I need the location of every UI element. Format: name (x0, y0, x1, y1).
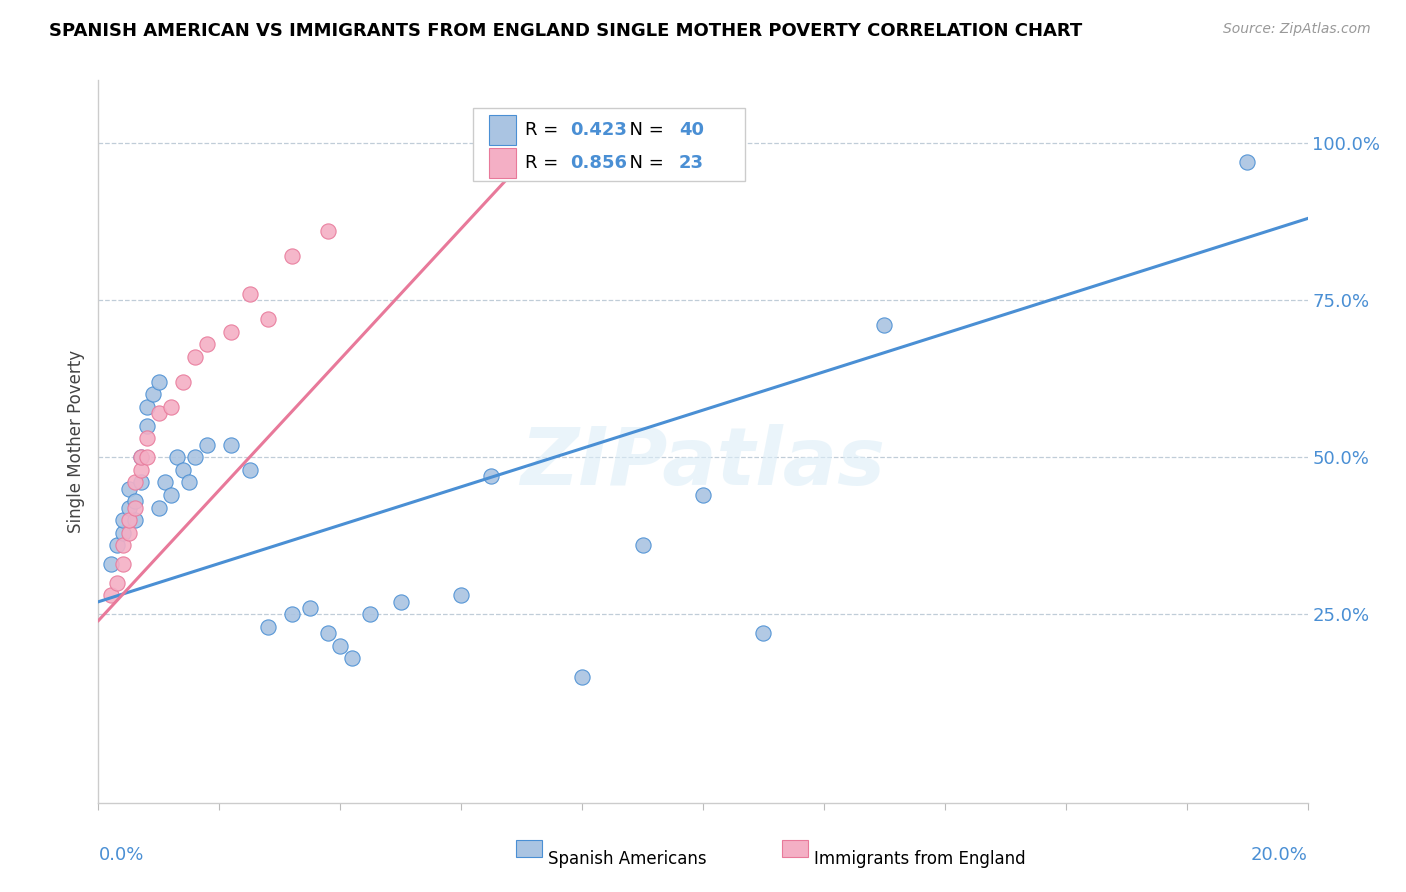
Point (172, 463, 194, 477)
Point (135, 450, 157, 465)
Text: 0.856: 0.856 (569, 154, 627, 172)
Text: R =: R = (526, 121, 564, 139)
Point (148, 500, 170, 515)
Point (160, 488, 183, 502)
Point (281, 249, 304, 263)
Point (481, 469, 503, 483)
Point (111, 557, 134, 571)
Point (111, 513, 134, 527)
Point (1236, 155, 1258, 169)
Point (160, 400, 183, 414)
Point (124, 475, 146, 490)
Point (389, 595, 412, 609)
Point (124, 500, 146, 515)
Point (100, 557, 122, 571)
Point (184, 350, 207, 364)
Point (129, 450, 152, 465)
Point (148, 375, 170, 389)
Text: Immigrants from England: Immigrants from England (814, 850, 1026, 868)
Point (105, 575, 128, 590)
Point (118, 513, 141, 527)
Y-axis label: Single Mother Poverty: Single Mother Poverty (66, 350, 84, 533)
Point (450, 589, 472, 603)
Point (256, 620, 278, 634)
Point (481, 149, 503, 163)
Point (135, 431, 157, 445)
Text: ZIPatlas: ZIPatlas (520, 425, 886, 502)
Bar (489, 148, 516, 178)
Point (111, 525, 134, 540)
Point (316, 224, 339, 238)
Point (172, 375, 194, 389)
Point (135, 400, 157, 414)
Text: 0.423: 0.423 (569, 121, 627, 139)
Point (148, 406, 170, 420)
Point (239, 463, 262, 477)
Point (342, 651, 364, 665)
Point (129, 475, 152, 490)
Point (124, 513, 146, 527)
Point (166, 450, 188, 465)
Text: 23: 23 (679, 154, 704, 172)
Text: 20.0%: 20.0% (1251, 847, 1308, 864)
Point (153, 475, 176, 490)
Point (100, 589, 122, 603)
Point (129, 450, 152, 465)
Text: 0.0%: 0.0% (98, 847, 143, 864)
Point (281, 607, 304, 622)
Point (571, 670, 593, 684)
Point (184, 450, 207, 465)
Point (873, 318, 896, 333)
Point (692, 488, 714, 502)
Point (316, 626, 339, 640)
Point (239, 286, 262, 301)
Point (195, 337, 218, 351)
Point (135, 418, 157, 433)
Point (221, 438, 243, 452)
Point (221, 325, 243, 339)
Point (329, 639, 352, 653)
Point (256, 312, 278, 326)
Point (118, 482, 141, 496)
Point (105, 538, 128, 552)
Bar (489, 115, 516, 145)
Point (631, 538, 654, 552)
Bar (782, 839, 808, 857)
Point (299, 601, 322, 615)
Text: 40: 40 (679, 121, 704, 139)
Point (752, 626, 775, 640)
Text: SPANISH AMERICAN VS IMMIGRANTS FROM ENGLAND SINGLE MOTHER POVERTY CORRELATION CH: SPANISH AMERICAN VS IMMIGRANTS FROM ENGL… (49, 22, 1083, 40)
Text: N =: N = (619, 121, 669, 139)
Point (118, 525, 141, 540)
Text: Source: ZipAtlas.com: Source: ZipAtlas.com (1223, 22, 1371, 37)
FancyBboxPatch shape (474, 108, 745, 181)
Point (129, 463, 152, 477)
Text: Spanish Americans: Spanish Americans (548, 850, 707, 868)
Text: R =: R = (526, 154, 564, 172)
Point (195, 438, 218, 452)
Bar (516, 839, 543, 857)
Point (124, 494, 146, 508)
Point (111, 538, 134, 552)
Text: N =: N = (619, 154, 669, 172)
Point (179, 475, 201, 490)
Point (118, 500, 141, 515)
Point (142, 387, 165, 401)
Point (360, 607, 382, 622)
